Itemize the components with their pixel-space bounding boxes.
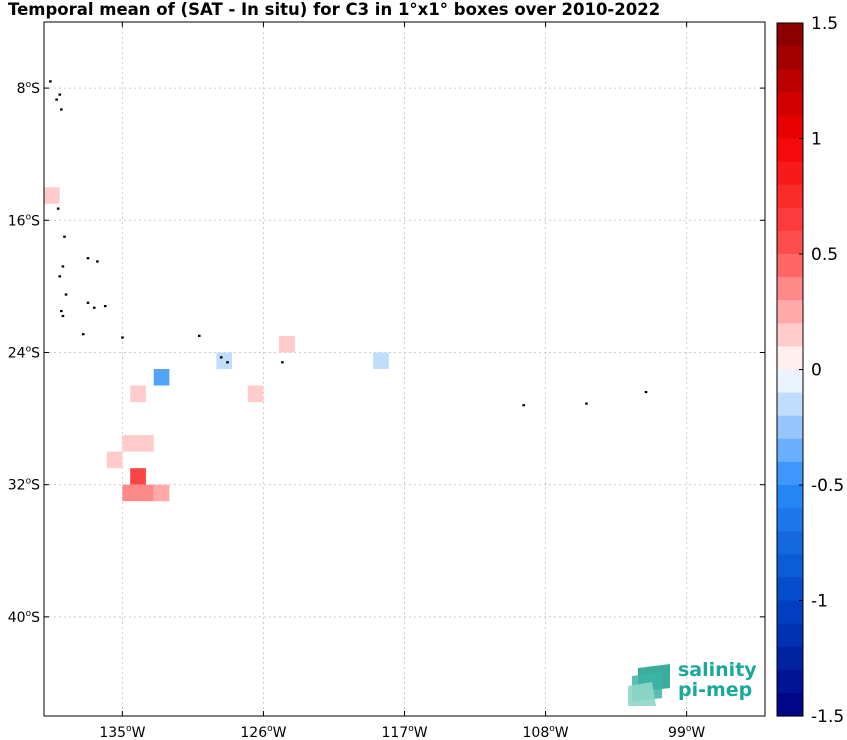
colorbar-segment-11 [777, 277, 803, 301]
colorbar-segment-7 [777, 184, 803, 209]
data-cell-6 [247, 385, 264, 403]
colorbar-segment-8 [777, 207, 803, 232]
island-24 [522, 404, 526, 407]
colorbar-segment-2 [777, 69, 803, 93]
colorbar-segment-18 [777, 438, 803, 463]
island-14 [60, 309, 63, 313]
colorbar-label-5: -1 [811, 592, 828, 612]
island-0 [49, 80, 52, 83]
data-cell-5 [130, 385, 146, 403]
logo-line-2: pi-mep [678, 679, 753, 701]
logo-line-1: salinity [678, 659, 757, 681]
colorbar-label-2: 0.5 [811, 245, 838, 265]
x-tick-label-3: 108oW [523, 724, 569, 740]
island-8 [61, 265, 65, 268]
colorbar-segment-1 [777, 46, 803, 70]
island-17 [121, 336, 124, 339]
colorbar-segment-24 [777, 577, 803, 602]
colorbar-segment-0 [777, 23, 803, 47]
colorbar-segment-26 [777, 623, 803, 648]
colorbar-segment-9 [777, 230, 803, 255]
colorbar-label-1: 1 [811, 130, 822, 150]
data-cell-8 [138, 435, 154, 452]
colorbar-segment-14 [777, 346, 803, 371]
colorbar-label-3: 0 [811, 361, 822, 381]
island-4 [56, 207, 60, 210]
data-cell-13 [153, 484, 170, 502]
salinity-pimep-logo: salinity pi-mep [626, 658, 757, 708]
data-cell-11 [122, 484, 139, 502]
colorbar-segment-4 [777, 115, 803, 140]
colorbar-segment-27 [777, 646, 803, 671]
colorbar-segment-20 [777, 485, 803, 509]
data-cell-9 [106, 451, 123, 469]
data-cell-4 [153, 369, 170, 386]
island-9 [58, 275, 62, 278]
data-cell-7 [122, 435, 139, 452]
island-10 [64, 293, 68, 296]
x-tick-label-0: 135oW [99, 724, 145, 740]
island-2 [55, 98, 58, 101]
island-23 [644, 390, 648, 394]
colorbar-label-0: 1.5 [811, 14, 838, 34]
island-6 [86, 257, 90, 260]
colorbar-label-6: -1.5 [811, 707, 844, 727]
data-cell-1 [216, 352, 233, 369]
colorbar-segment-28 [777, 669, 803, 694]
data-cell-12 [138, 484, 154, 502]
colorbar-segment-13 [777, 323, 803, 347]
y-tick-label-0: 8oS [17, 80, 40, 97]
colorbar-segment-19 [777, 461, 803, 486]
island-16 [81, 333, 85, 336]
island-7 [96, 260, 99, 263]
colorbar-segment-21 [777, 508, 803, 532]
colorbar-segment-15 [777, 369, 803, 394]
island-12 [92, 306, 96, 309]
colorbar-segment-5 [777, 138, 803, 163]
data-cell-10 [130, 468, 146, 485]
island-21 [226, 361, 229, 364]
map-title: Temporal mean of (SAT - In situ) for C3 … [8, 0, 661, 19]
colorbar-segment-10 [777, 254, 803, 278]
data-cell-3 [373, 352, 389, 369]
colorbar-segment-22 [777, 531, 803, 555]
colorbar-segment-17 [777, 415, 803, 440]
data-cell-0 [44, 187, 60, 204]
colorbar-segment-23 [777, 554, 803, 578]
island-20 [281, 361, 284, 364]
y-tick-label-3: 32oS [8, 477, 40, 494]
colorbar-segment-12 [777, 300, 803, 324]
colorbar-label-4: -0.5 [811, 476, 844, 496]
y-tick-label-1: 16oS [8, 212, 40, 229]
colorbar-segment-29 [777, 692, 803, 717]
colorbar-segment-3 [777, 92, 803, 116]
island-5 [63, 235, 66, 238]
x-tick-label-4: 99oW [668, 724, 705, 740]
island-18 [197, 334, 201, 337]
island-11 [86, 301, 90, 304]
island-22 [585, 402, 588, 405]
colorbar-segment-16 [777, 392, 803, 417]
colorbar: 1.5 1 0.5 0 -0.5 -1 -1.5 [776, 14, 844, 727]
wave-logo-icon [628, 664, 670, 706]
colorbar-segment-6 [777, 161, 803, 186]
island-15 [61, 314, 65, 318]
colorbar-segment-25 [777, 600, 803, 625]
y-tick-label-2: 24oS [8, 344, 40, 361]
data-cell-2 [279, 335, 295, 353]
island-3 [60, 108, 63, 111]
x-tick-label-1: 126oW [240, 724, 286, 740]
island-1 [58, 93, 62, 96]
x-tick-label-2: 117oW [381, 724, 427, 740]
island-19 [219, 356, 223, 359]
island-13 [103, 305, 107, 308]
y-tick-label-4: 40oS [8, 609, 40, 626]
map-area: 135oW 126oW 117oW 108oW 99oW 8oS 16oS 24oS 32oS 4… [8, 21, 766, 740]
